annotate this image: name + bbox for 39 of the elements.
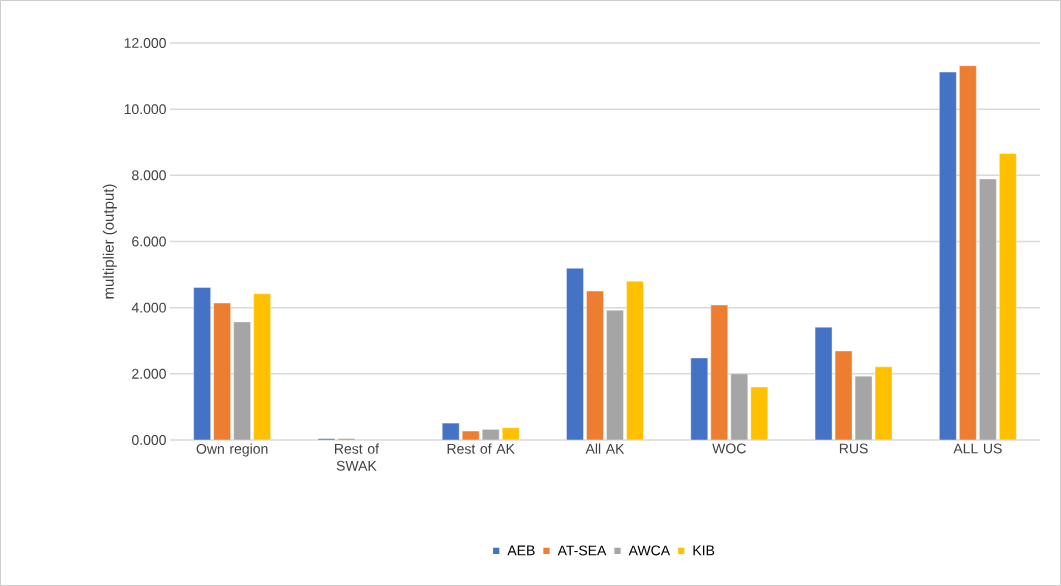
x-tick-label: ALL US xyxy=(953,443,1002,454)
bar xyxy=(482,429,500,441)
bar xyxy=(979,178,997,441)
bar xyxy=(730,373,748,441)
y-axis-title: multiplier (output) xyxy=(102,184,117,299)
bar xyxy=(710,304,728,441)
bar xyxy=(233,321,251,441)
y-tick-label: 12.000 xyxy=(124,38,166,48)
bar xyxy=(462,430,480,441)
bar xyxy=(750,386,768,441)
bar xyxy=(502,427,520,441)
bar xyxy=(442,422,460,441)
bar xyxy=(193,287,211,441)
y-tick-label: 4.000 xyxy=(131,302,166,313)
bar xyxy=(586,290,604,441)
bar xyxy=(253,293,271,441)
x-tick-label: RUS xyxy=(839,443,868,454)
x-tick-label: Rest of SWAK xyxy=(335,443,379,471)
legend-label: AWCA xyxy=(628,545,671,556)
y-tick-label: 8.000 xyxy=(132,170,166,181)
legend-label: AEB xyxy=(507,545,535,556)
y-tick-label: 10.000 xyxy=(124,104,166,115)
legend-label: KIB xyxy=(693,545,715,556)
bar xyxy=(626,280,644,441)
bar xyxy=(999,153,1017,441)
y-tick-label: 0.000 xyxy=(131,435,166,445)
bar xyxy=(939,71,957,441)
y-tick-label: 6.000 xyxy=(132,236,166,247)
y-tick-label: 2.000 xyxy=(132,368,166,379)
bar xyxy=(566,268,584,441)
bar xyxy=(606,310,624,441)
x-tick-label: All AK xyxy=(585,443,625,454)
bar xyxy=(690,357,708,441)
legend-label: AT-SEA xyxy=(557,545,607,556)
bar xyxy=(959,65,977,441)
x-tick-label: Rest of AK xyxy=(447,443,515,454)
x-tick-label: Own region xyxy=(196,443,268,457)
bar xyxy=(213,302,231,441)
x-tick-label: WOC xyxy=(712,443,746,454)
